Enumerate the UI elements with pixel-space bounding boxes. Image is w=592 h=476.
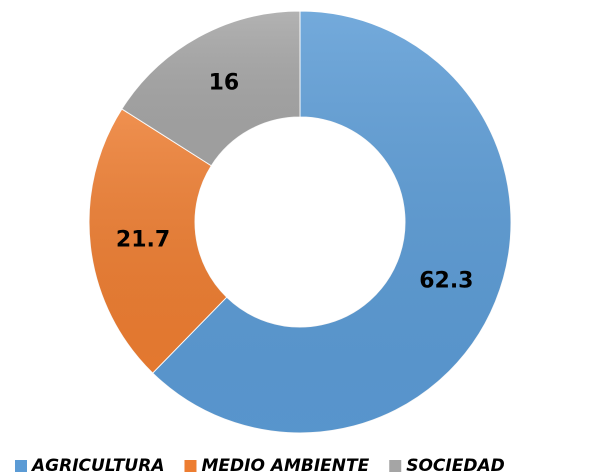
- legend-swatch: [389, 460, 402, 472]
- data-label: 21.7: [116, 227, 170, 252]
- legend-label: AGRICULTURA: [30, 456, 164, 476]
- legend-swatch: [15, 460, 27, 472]
- legend-swatch: [184, 460, 197, 472]
- data-label: 62.3: [419, 269, 473, 294]
- legend-label: MEDIO AMBIENTE: [201, 456, 369, 476]
- legend-label: SOCIEDAD: [406, 456, 505, 476]
- slice-shade: [152, 11, 511, 433]
- data-label: 16: [209, 71, 240, 96]
- slice-shade: [89, 108, 227, 374]
- slice-shade: [121, 11, 301, 166]
